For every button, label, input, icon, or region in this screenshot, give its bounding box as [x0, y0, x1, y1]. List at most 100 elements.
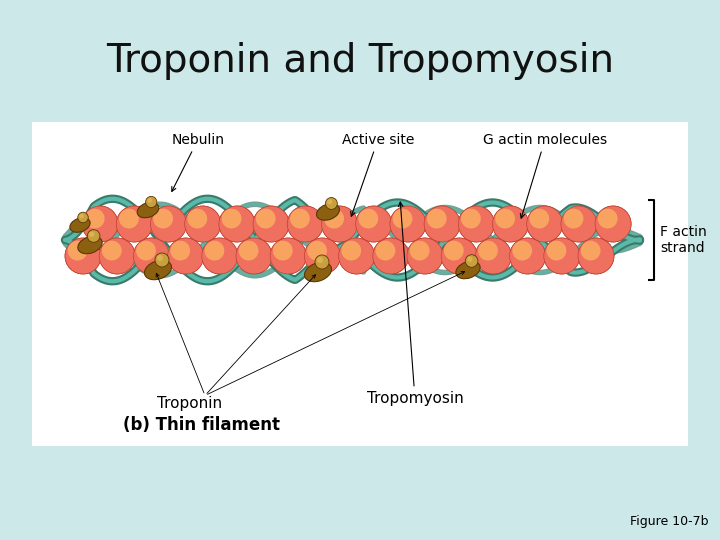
Ellipse shape — [456, 261, 480, 279]
Circle shape — [219, 206, 255, 242]
Circle shape — [325, 198, 338, 210]
Circle shape — [356, 206, 392, 242]
Circle shape — [564, 208, 583, 228]
Circle shape — [256, 208, 276, 228]
Circle shape — [287, 206, 323, 242]
Circle shape — [595, 206, 631, 242]
Circle shape — [168, 238, 204, 274]
Circle shape — [85, 208, 104, 228]
Circle shape — [356, 206, 392, 242]
Circle shape — [290, 208, 310, 228]
Circle shape — [492, 206, 528, 242]
Circle shape — [219, 206, 255, 242]
Circle shape — [561, 206, 597, 242]
Circle shape — [187, 208, 207, 228]
Circle shape — [307, 241, 327, 260]
Circle shape — [407, 238, 443, 274]
Circle shape — [392, 208, 413, 228]
Circle shape — [373, 238, 409, 274]
Circle shape — [475, 238, 511, 274]
Circle shape — [82, 206, 118, 242]
Circle shape — [341, 241, 361, 260]
Circle shape — [222, 208, 241, 228]
Circle shape — [495, 208, 515, 228]
Circle shape — [307, 241, 327, 260]
Circle shape — [133, 238, 169, 274]
Circle shape — [495, 208, 515, 228]
Ellipse shape — [70, 218, 90, 232]
Circle shape — [317, 257, 323, 263]
Circle shape — [185, 206, 221, 242]
Circle shape — [99, 238, 135, 274]
Circle shape — [256, 208, 276, 228]
Circle shape — [338, 238, 374, 274]
Circle shape — [578, 238, 614, 274]
Circle shape — [581, 241, 600, 260]
Circle shape — [529, 208, 549, 228]
Circle shape — [527, 206, 563, 242]
Circle shape — [529, 208, 549, 228]
Circle shape — [153, 208, 173, 228]
Circle shape — [427, 208, 446, 228]
Circle shape — [424, 206, 460, 242]
Circle shape — [150, 206, 186, 242]
Circle shape — [65, 238, 101, 274]
Circle shape — [390, 206, 426, 242]
Circle shape — [407, 238, 443, 274]
Circle shape — [89, 232, 94, 237]
Text: Troponin: Troponin — [158, 396, 222, 411]
Circle shape — [253, 206, 289, 242]
Circle shape — [324, 208, 344, 228]
Text: Nebulin: Nebulin — [171, 132, 225, 191]
Circle shape — [239, 241, 258, 260]
Circle shape — [270, 238, 306, 274]
Circle shape — [236, 238, 272, 274]
Ellipse shape — [305, 262, 331, 282]
Circle shape — [598, 208, 618, 228]
Circle shape — [327, 199, 332, 204]
Circle shape — [253, 206, 289, 242]
Circle shape — [147, 198, 152, 203]
Circle shape — [273, 241, 293, 260]
Text: Figure 10-7b: Figure 10-7b — [629, 515, 708, 528]
Circle shape — [270, 238, 306, 274]
Bar — [32, 122, 688, 446]
Text: G actin molecules: G actin molecules — [483, 132, 607, 218]
Circle shape — [376, 241, 395, 260]
Circle shape — [546, 241, 567, 260]
Circle shape — [467, 256, 472, 262]
Circle shape — [324, 208, 344, 228]
Circle shape — [441, 238, 477, 274]
Circle shape — [578, 238, 614, 274]
Circle shape — [427, 208, 446, 228]
Circle shape — [155, 253, 169, 267]
Circle shape — [171, 241, 190, 260]
Circle shape — [153, 208, 173, 228]
Circle shape — [475, 238, 511, 274]
Circle shape — [441, 238, 477, 274]
Circle shape — [359, 208, 378, 228]
Circle shape — [465, 255, 478, 267]
Circle shape — [168, 238, 204, 274]
Circle shape — [68, 241, 88, 260]
Circle shape — [376, 241, 395, 260]
Circle shape — [136, 241, 156, 260]
Circle shape — [119, 208, 139, 228]
Ellipse shape — [78, 237, 102, 254]
Circle shape — [595, 206, 631, 242]
Circle shape — [305, 238, 341, 274]
Circle shape — [85, 208, 104, 228]
Circle shape — [273, 241, 293, 260]
Circle shape — [322, 206, 358, 242]
Circle shape — [87, 230, 100, 242]
Circle shape — [373, 238, 409, 274]
Circle shape — [459, 206, 495, 242]
Ellipse shape — [317, 204, 340, 220]
Text: Troponin and Tropomyosin: Troponin and Tropomyosin — [106, 42, 614, 80]
Circle shape — [390, 206, 426, 242]
Circle shape — [117, 206, 153, 242]
Circle shape — [150, 206, 186, 242]
Circle shape — [359, 208, 378, 228]
Circle shape — [510, 238, 546, 274]
Ellipse shape — [138, 202, 159, 218]
